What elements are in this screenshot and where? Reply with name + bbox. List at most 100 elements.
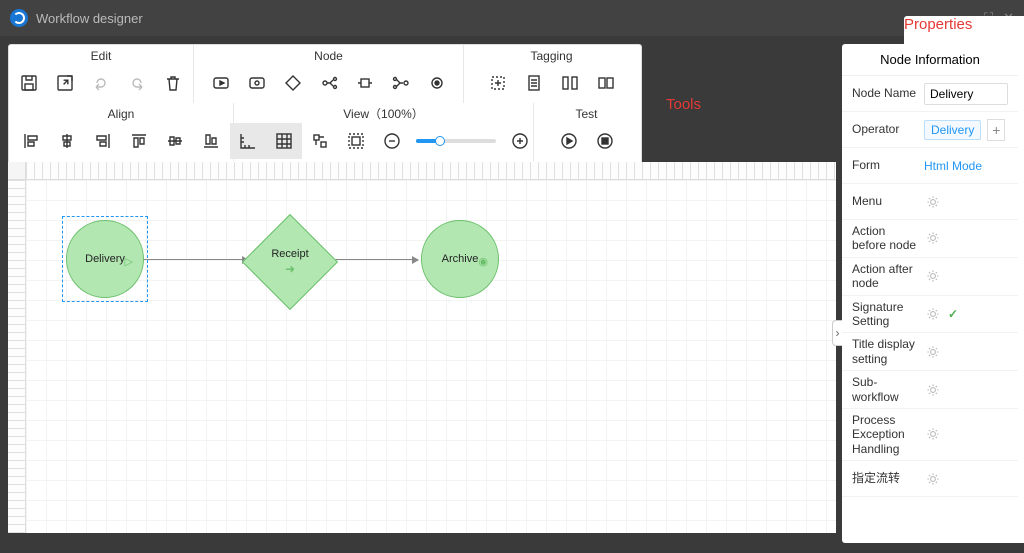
tb-form-button[interactable]: [516, 65, 552, 101]
ruler-horizontal: [26, 162, 836, 180]
prop-subWorkflow-label: Sub-workflow: [852, 375, 918, 404]
tb-redo-button[interactable]: [119, 65, 155, 101]
app-logo-icon: [10, 9, 28, 27]
prop-exception-gear-icon[interactable]: [924, 425, 942, 443]
prop-actionAfter-gear-icon[interactable]: [924, 267, 942, 285]
zoom-slider[interactable]: [410, 139, 502, 143]
prop-actionBefore-label: Action before node: [852, 224, 918, 253]
tb-group-label: View（100%）: [343, 105, 424, 123]
tb-group-node: Node: [194, 45, 464, 103]
tb-delete-button[interactable]: [155, 65, 191, 101]
prop-signature-label: Signature Setting: [852, 300, 918, 329]
properties-collapse-button[interactable]: ›: [832, 320, 842, 346]
tb-group-label: Node: [314, 47, 343, 65]
tb-ruler-button[interactable]: [230, 123, 266, 159]
tb-group-edit: Edit: [9, 45, 194, 103]
tb-merge-button[interactable]: [383, 65, 419, 101]
node-label: Delivery: [85, 253, 125, 265]
tb-undo-button[interactable]: [83, 65, 119, 101]
workflow-canvas[interactable]: Delivery▷ Receipt ➜ Archive◉: [26, 180, 836, 533]
prop-operator-add-button[interactable]: +: [987, 119, 1005, 141]
window-maximize-icon[interactable]: ⛶: [984, 10, 993, 26]
prop-form-link[interactable]: Html Mode: [924, 159, 982, 173]
prop-row-menu: Menu: [842, 184, 1018, 220]
tb-end-button[interactable]: [419, 65, 455, 101]
tb-group-tagging: Tagging: [464, 45, 639, 103]
tb-select-button[interactable]: [480, 65, 516, 101]
tb-al-top-button[interactable]: [121, 123, 157, 159]
prop-nodeName-label: Node Name: [852, 86, 918, 100]
tb-play-button[interactable]: [551, 123, 587, 159]
tb-snap-button[interactable]: [302, 123, 338, 159]
prop-row-titleDisplay: Title display setting: [842, 333, 1018, 371]
node-target-icon: ◉: [478, 255, 488, 268]
prop-row-exception: Process Exception Handling: [842, 409, 1018, 461]
edge-receipt-archive[interactable]: [328, 259, 418, 260]
node-arrow-icon: ➜: [285, 262, 295, 276]
tb-gateway-button[interactable]: [275, 65, 311, 101]
tb-al-bottom-button[interactable]: [193, 123, 229, 159]
prop-signature-gear-icon[interactable]: [924, 305, 942, 323]
tb-zoom-in-button[interactable]: [502, 123, 538, 159]
tb-lane-button[interactable]: [552, 65, 588, 101]
annotation-tools: Tools: [666, 96, 701, 113]
properties-panel: Node Information Node Name Operator Delive…: [842, 44, 1018, 543]
tb-stop-button[interactable]: [587, 123, 623, 159]
node-play-icon: ▷: [125, 255, 133, 268]
prop-row-operator: Operator Delivery +: [842, 112, 1018, 148]
titlebar: Workflow designer ⛶ ✕: [0, 0, 1024, 36]
tb-group-label: Test: [575, 105, 597, 123]
node-delivery[interactable]: Delivery▷: [66, 220, 144, 298]
prop-titleDisplay-gear-icon[interactable]: [924, 343, 942, 361]
tb-zoom-out-button[interactable]: [374, 123, 410, 159]
prop-menu-gear-icon[interactable]: [924, 193, 942, 211]
tb-export-button[interactable]: [47, 65, 83, 101]
tb-save-button[interactable]: [11, 65, 47, 101]
tb-start-button[interactable]: [203, 65, 239, 101]
tb-al-center-v-button[interactable]: [157, 123, 193, 159]
prop-designatedFlow-label: 指定流转: [852, 471, 918, 485]
tb-group-view: View（100%）: [234, 103, 534, 161]
prop-nodeName-input[interactable]: [924, 83, 1008, 105]
prop-row-signature: Signature Setting ✓: [842, 296, 1018, 334]
prop-row-nodeName: Node Name: [842, 76, 1018, 112]
app-root: Workflow designer ⛶ ✕ Tools Properties E…: [0, 0, 1024, 553]
node-archive[interactable]: Archive◉: [421, 220, 499, 298]
tb-grid-button[interactable]: [266, 123, 302, 159]
tb-al-center-h-button[interactable]: [49, 123, 85, 159]
ruler-corner: [8, 162, 26, 180]
prop-form-label: Form: [852, 158, 918, 172]
window-close-icon[interactable]: ✕: [1003, 10, 1014, 26]
prop-titleDisplay-label: Title display setting: [852, 337, 918, 366]
node-label: Receipt: [271, 248, 308, 260]
tb-pool-button[interactable]: [588, 65, 624, 101]
tb-sub-button[interactable]: [347, 65, 383, 101]
tb-group-label: Tagging: [530, 47, 572, 65]
prop-row-form: Form Html Mode: [842, 148, 1018, 184]
prop-exception-label: Process Exception Handling: [852, 413, 918, 456]
tb-fit-button[interactable]: [338, 123, 374, 159]
edge-delivery-receipt[interactable]: [144, 259, 248, 260]
prop-menu-label: Menu: [852, 194, 918, 208]
prop-row-designatedFlow: 指定流转: [842, 461, 1018, 497]
node-receipt[interactable]: Receipt ➜: [242, 214, 338, 310]
tb-group-align: Align: [9, 103, 234, 161]
prop-signature-check-icon: ✓: [948, 307, 958, 321]
tb-task-button[interactable]: [239, 65, 275, 101]
prop-actionBefore-gear-icon[interactable]: [924, 229, 942, 247]
prop-operator-label: Operator: [852, 122, 918, 136]
properties-header: Node Information: [842, 44, 1018, 76]
canvas-shell: Delivery▷ Receipt ➜ Archive◉: [8, 162, 836, 533]
prop-row-actionAfter: Action after node: [842, 258, 1018, 296]
tb-parallel-button[interactable]: [311, 65, 347, 101]
prop-subWorkflow-gear-icon[interactable]: [924, 381, 942, 399]
tb-al-right-button[interactable]: [85, 123, 121, 159]
node-label: Archive: [442, 253, 479, 265]
prop-designatedFlow-gear-icon[interactable]: [924, 470, 942, 488]
prop-row-actionBefore: Action before node: [842, 220, 1018, 258]
tb-al-left-button[interactable]: [13, 123, 49, 159]
ruler-vertical: [8, 180, 26, 533]
app-title: Workflow designer: [36, 11, 143, 26]
prop-operator-tag[interactable]: Delivery: [924, 120, 981, 140]
tb-group-label: Edit: [91, 47, 112, 65]
